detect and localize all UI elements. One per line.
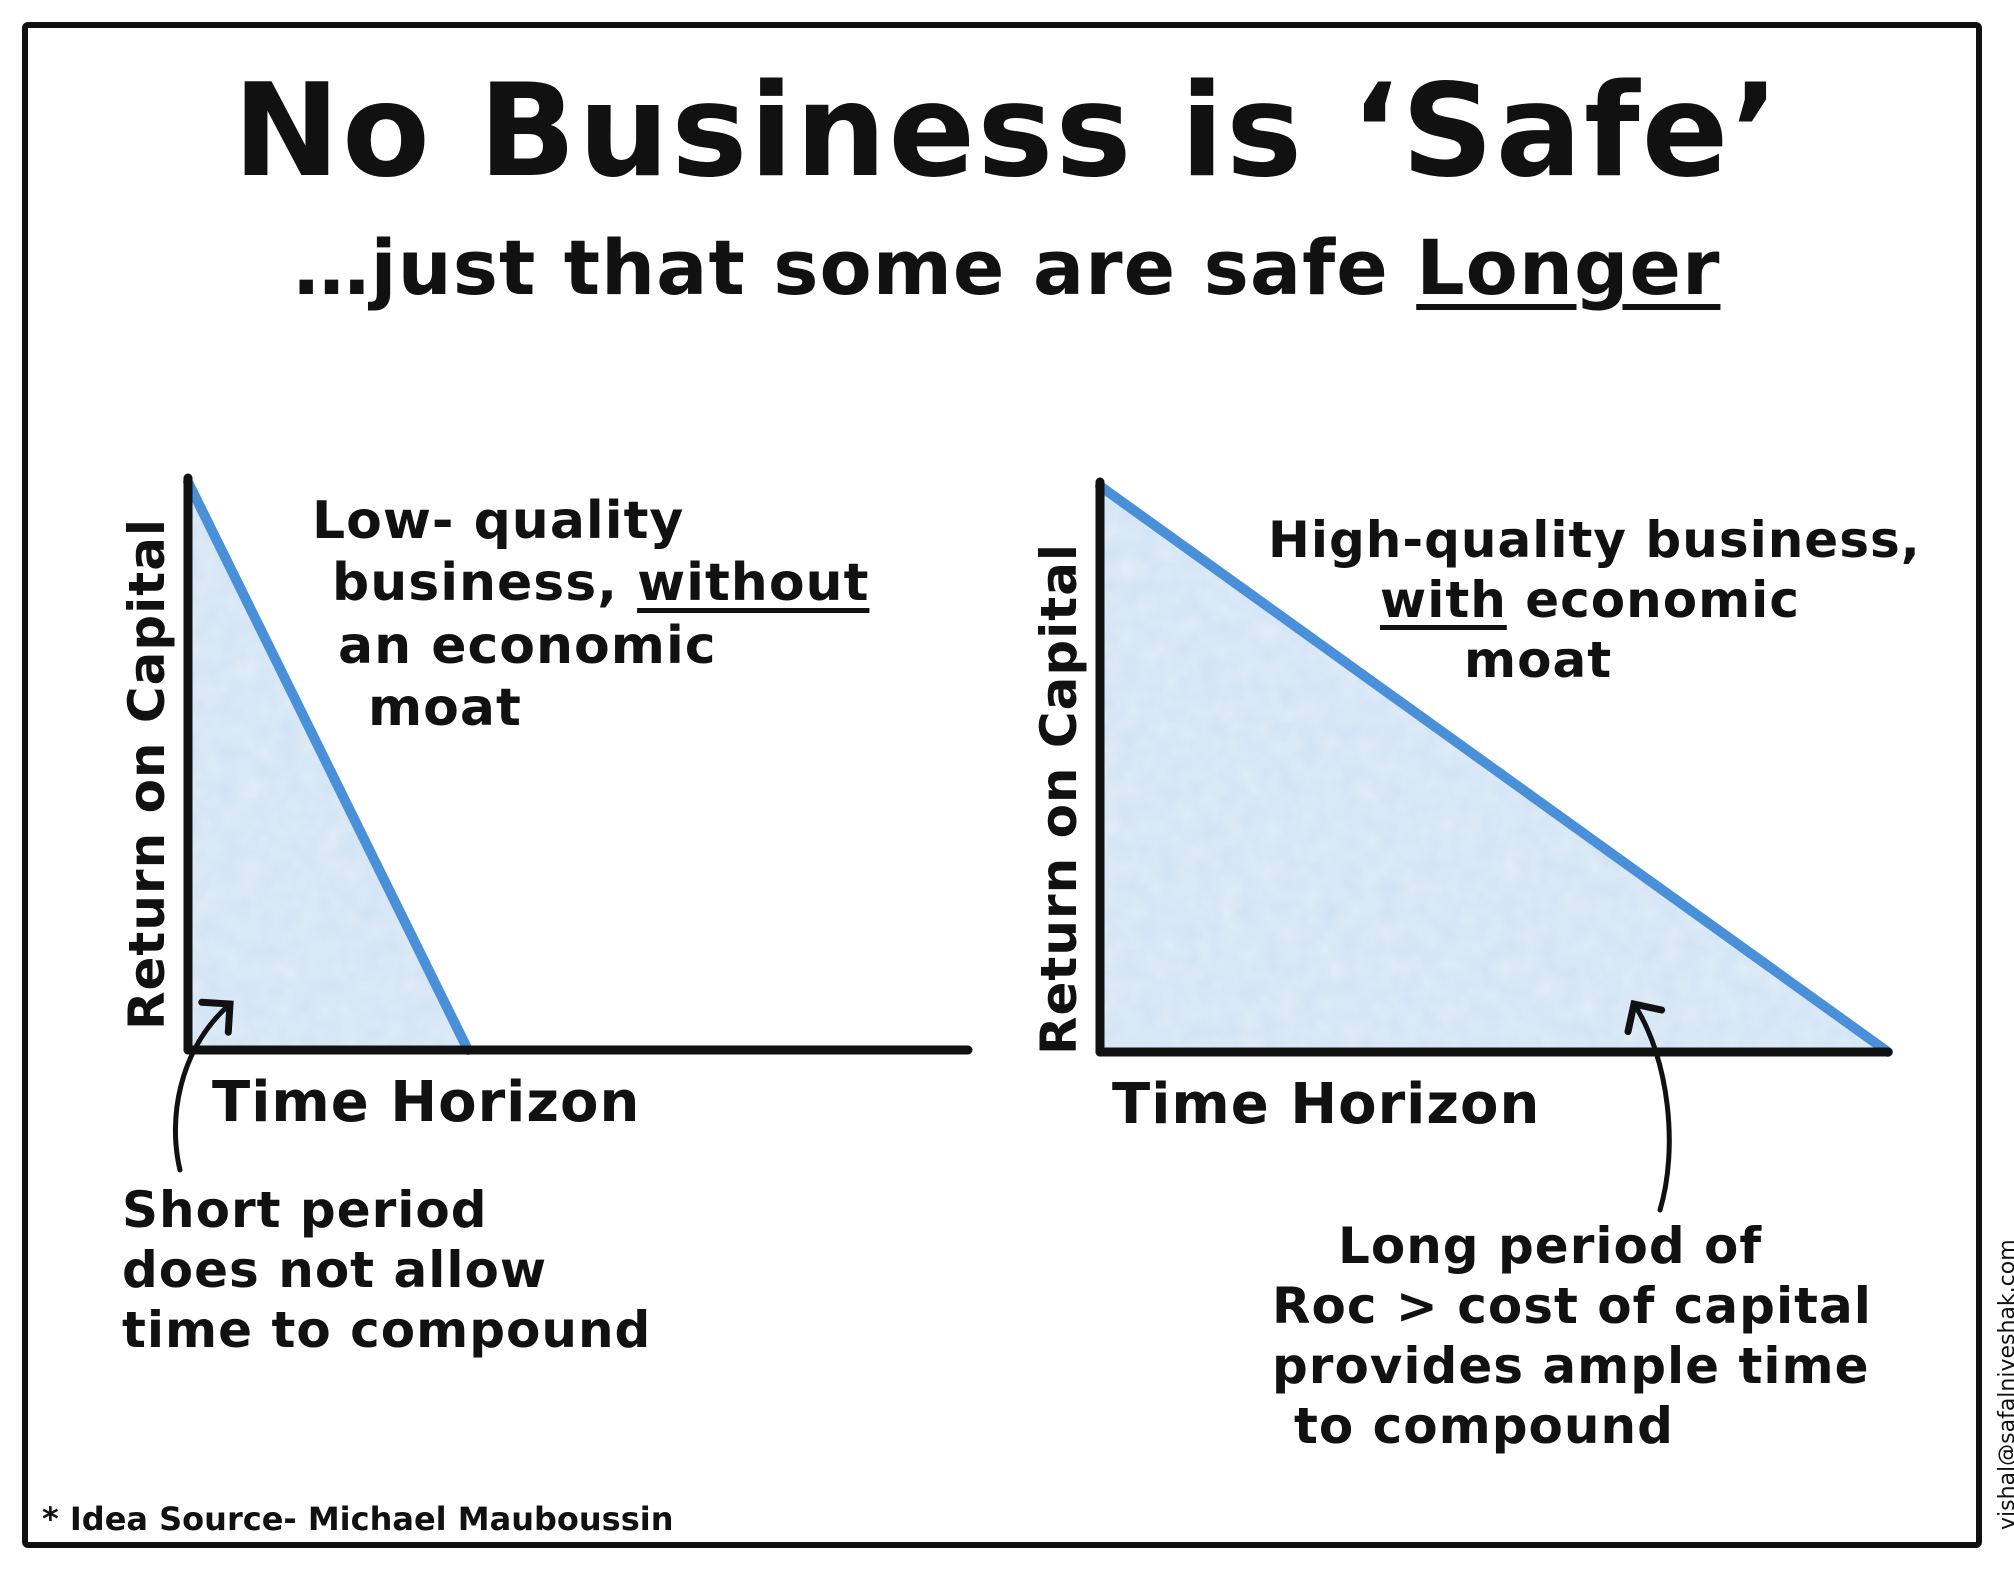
right-chart-callout: Long period of Roc > cost of capital pro…	[1272, 1216, 1872, 1456]
left-chart-y-label: Return on Capital	[118, 517, 176, 1030]
left-annotation-line3: an economic	[338, 615, 717, 676]
left-callout-line3: time to compound	[122, 1301, 652, 1359]
page-subtitle: …just that some are safe Longer	[0, 230, 2014, 306]
left-annotation-line4: moat	[368, 678, 522, 739]
subtitle-prefix: …just that some are safe	[293, 223, 1417, 312]
right-chart-decline-line	[1095, 481, 1893, 1057]
right-callout-line3: provides ample time	[1272, 1337, 1870, 1395]
left-callout-arrow	[173, 998, 234, 1173]
left-annotation-line2: business, without	[312, 552, 869, 614]
subtitle-emphasis: Longer	[1416, 223, 1721, 312]
right-annotation-line1: High-quality business,	[1268, 511, 1921, 569]
right-chart-annotation: High-quality business, with economic moa…	[1268, 510, 1921, 690]
right-annotation-line3: moat	[1464, 631, 1613, 689]
right-annotation-line2-suffix: economic	[1506, 571, 1800, 629]
left-chart-decline-line	[183, 477, 473, 1055]
right-chart	[1095, 477, 1893, 1213]
left-chart	[173, 473, 973, 1173]
left-chart-x-label: Time Horizon	[212, 1070, 641, 1135]
right-callout-line4: to compound	[1294, 1397, 1674, 1455]
right-chart-y-label: Return on Capital	[1030, 542, 1088, 1055]
right-annotation-emphasis: with	[1380, 571, 1507, 629]
right-callout-line1: Long period of	[1338, 1217, 1763, 1275]
idea-source: * Idea Source- Michael Mauboussin	[42, 1500, 674, 1538]
left-chart-annotation: Low- quality business, without an econom…	[312, 490, 869, 740]
left-annotation-emphasis: without	[637, 553, 870, 614]
right-annotation-line2: with economic	[1268, 570, 1921, 630]
left-callout-line2: does not allow	[122, 1241, 548, 1299]
page-title: No Business is ‘Safe’	[232, 57, 1782, 206]
left-chart-callout: Short period does not allow time to comp…	[122, 1180, 651, 1360]
right-callout-line2: Roc > cost of capital	[1272, 1277, 1872, 1335]
left-callout-line1: Short period	[122, 1181, 488, 1239]
right-chart-x-label: Time Horizon	[1112, 1072, 1541, 1137]
left-annotation-line2-prefix: business,	[332, 553, 638, 614]
page-border	[22, 22, 1982, 1548]
author-credit: vishal@safalniveshak.com	[1995, 1239, 2014, 1530]
right-callout-arrow	[1624, 999, 1672, 1213]
left-annotation-line1: Low- quality	[312, 491, 685, 551]
